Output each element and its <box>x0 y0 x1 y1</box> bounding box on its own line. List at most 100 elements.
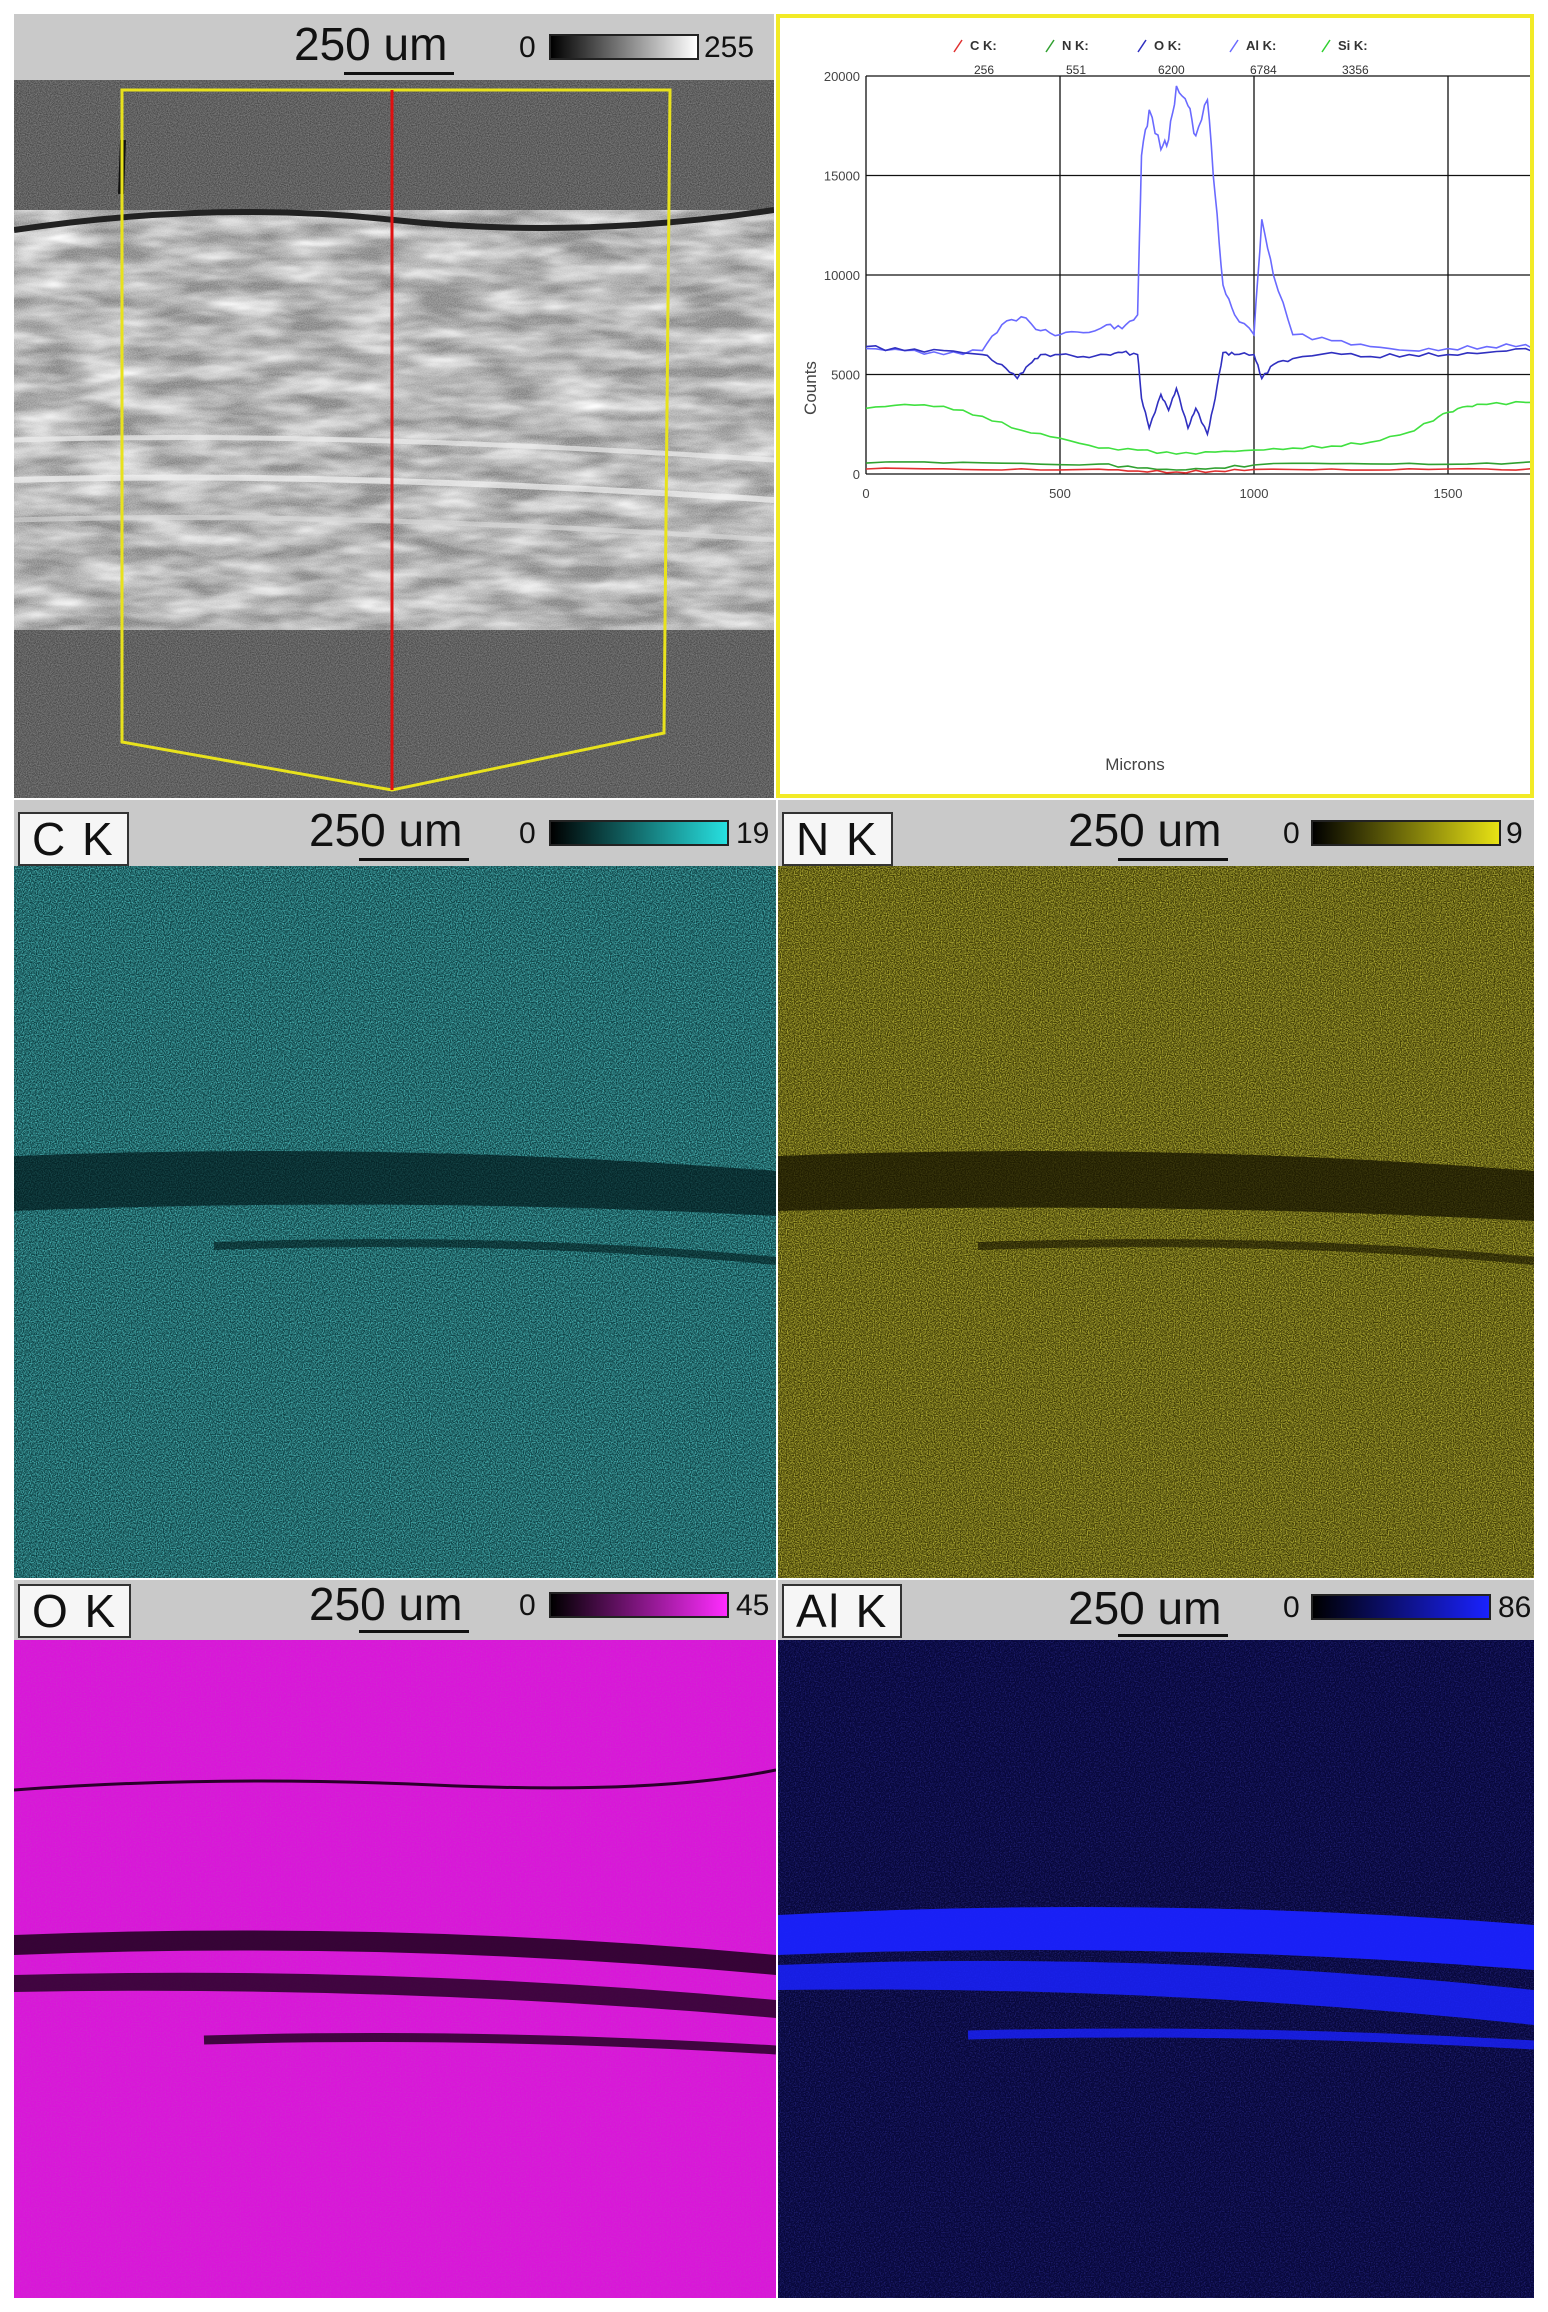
ok-map-image <box>14 1640 776 2298</box>
nk-dark-band <box>778 1151 1534 1221</box>
legend-value: 256 <box>974 63 994 77</box>
legend-value: 6200 <box>1158 63 1185 77</box>
ck-scale-label: 250 um <box>309 804 463 856</box>
x-tick-label: 1000 <box>1240 486 1269 501</box>
x-tick-label: 0 <box>862 486 869 501</box>
ck-map-svg <box>14 866 776 1578</box>
alk-bright-band-2 <box>778 1960 1534 2025</box>
linescan-chart: C K: 256 N K: 551 O K: 6200 Al K: 6784 Si K: 3356… <box>801 38 1530 774</box>
alk-bright-band-1 <box>778 1907 1534 1970</box>
nk-colorbar-min: 0 <box>1283 817 1300 850</box>
alk-map-panel: Al K 250 um 0 86 <box>778 1580 1534 2298</box>
alk-bright-streak <box>967 2028 1534 2050</box>
ok-dark-band-2 <box>14 1972 776 2018</box>
alk-colorbar-min: 0 <box>1283 1591 1300 1624</box>
y-tick-label: 10000 <box>824 268 860 283</box>
series-line-o-k <box>865 344 1530 437</box>
legend-value: 551 <box>1066 63 1086 77</box>
ok-scale-bar <box>359 1630 469 1633</box>
alk-element-label: Al K <box>782 1584 903 1638</box>
nk-colorbar <box>1311 820 1501 846</box>
y-tick-label: 0 <box>853 467 860 482</box>
sem-streak-1 <box>14 435 774 463</box>
ck-noise <box>14 866 776 1578</box>
ok-map-svg <box>14 1640 776 2298</box>
sem-streak-3 <box>14 515 774 543</box>
ok-map-panel: O K 250 um 0 45 <box>14 1580 776 2298</box>
chart-x-label: Microns <box>1105 755 1165 774</box>
ck-dark-streak <box>213 1239 776 1265</box>
alk-scale-bar <box>1118 1634 1228 1637</box>
y-tick-label: 20000 <box>824 69 860 84</box>
ck-map-image <box>14 866 776 1578</box>
nk-element-label: N K <box>782 812 893 866</box>
ck-scale-bar <box>359 858 469 861</box>
ok-colorbar <box>549 1592 729 1618</box>
y-tick-label: 15000 <box>824 169 860 184</box>
ck-colorbar <box>549 820 729 846</box>
ok-dark-band-1 <box>14 1930 776 1975</box>
nk-scale-bar <box>1118 858 1228 861</box>
legend-swatch <box>953 39 963 53</box>
x-tick-label: 1500 <box>1434 486 1463 501</box>
chart-y-label: Counts <box>801 361 820 415</box>
nk-colorbar-max: 9 <box>1506 817 1523 850</box>
alk-colorbar <box>1311 1594 1491 1620</box>
sem-colorbar-min: 0 <box>519 31 536 64</box>
sem-crack-top <box>14 207 774 233</box>
legend-value: 3356 <box>1342 63 1369 77</box>
ck-colorbar-min: 0 <box>519 817 536 850</box>
alk-header: Al K 250 um 0 86 <box>778 1580 1534 1640</box>
sem-header: 250 um 0 255 <box>14 14 774 80</box>
nk-noise <box>778 866 1534 1578</box>
nk-dark-streak <box>977 1239 1534 1265</box>
ck-dark-band <box>14 1151 776 1216</box>
ok-colorbar-max: 45 <box>736 1589 770 1622</box>
series-line-n-k <box>865 461 1530 471</box>
sem-image <box>14 80 774 798</box>
series-line-si-k <box>865 400 1530 455</box>
chart-lines <box>865 85 1530 474</box>
series-line-al-k <box>865 85 1530 356</box>
x-tick-label: 500 <box>1049 486 1071 501</box>
ok-colorbar-min: 0 <box>519 1589 536 1622</box>
legend-label: O K: <box>1154 38 1181 53</box>
roi-yellow-box <box>120 88 672 792</box>
legend-label: N K: <box>1062 38 1089 53</box>
ok-noise <box>14 1640 776 2298</box>
sem-scale-bar <box>344 72 454 75</box>
chart-grid <box>865 75 1530 475</box>
sem-colorbar <box>549 34 699 60</box>
sem-streak-2 <box>14 474 774 503</box>
ok-crack <box>14 1768 776 1792</box>
alk-scale-label: 250 um <box>1068 1582 1222 1634</box>
nk-map-image <box>778 866 1534 1578</box>
ok-scale-label: 250 um <box>309 1580 463 1630</box>
ck-map-panel: C K 250 um 0 19 <box>14 800 776 1578</box>
nk-header: N K 250 um 0 9 <box>778 800 1534 866</box>
alk-map-svg <box>778 1640 1534 2298</box>
alk-map-image <box>778 1640 1534 2298</box>
legend-swatch <box>1321 39 1331 53</box>
chart-ticks: 050010001500200005000100001500020000 <box>824 69 1463 501</box>
chart-legend: C K: 256 N K: 551 O K: 6200 Al K: 6784 Si K: 3356 <box>953 38 1369 77</box>
legend-swatch <box>1137 39 1147 53</box>
sem-image-panel: 250 um 0 255 <box>14 14 774 798</box>
series-line-c-k <box>865 467 1530 474</box>
linescan-chart-panel: C K: 256 N K: 551 O K: 6200 Al K: 6784 Si K: 3356… <box>776 14 1534 798</box>
nk-map-svg <box>778 866 1534 1578</box>
ok-element-label: O K <box>18 1584 132 1638</box>
legend-label: C K: <box>970 38 997 53</box>
sem-scale-label: 250 um <box>294 18 448 70</box>
legend-swatch <box>1045 39 1055 53</box>
legend-value: 6784 <box>1250 63 1277 77</box>
legend-label: Al K: <box>1246 38 1276 53</box>
nk-scale-label: 250 um <box>1068 804 1222 856</box>
legend-label: Si K: <box>1338 38 1368 53</box>
ok-dark-streak <box>203 2033 776 2055</box>
ok-header: O K 250 um 0 45 <box>14 1580 776 1640</box>
legend-swatch <box>1229 39 1239 53</box>
sem-image-svg <box>14 80 774 798</box>
ck-header: C K 250 um 0 19 <box>14 800 776 866</box>
ck-element-label: C K <box>18 812 129 866</box>
